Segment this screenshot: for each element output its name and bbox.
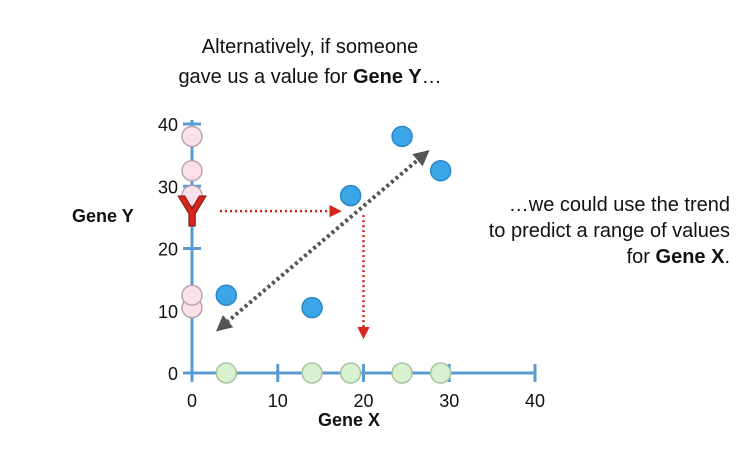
x-projection-point [429, 362, 452, 384]
y-value-marker: Y [177, 187, 206, 236]
data-point [301, 296, 323, 319]
x-tick-label: 0 [187, 391, 197, 411]
x-projection-point [339, 362, 362, 384]
right-caption-line2: to predict a range of values [488, 220, 730, 242]
top-caption: Alternatively, if someone gave us a valu… [120, 32, 500, 92]
x-axis-label: Gene X [318, 410, 381, 430]
x-tick-label: 20 [353, 391, 373, 411]
right-caption-line1: …we could use the trend [508, 194, 730, 216]
y-tick-label: 0 [168, 364, 178, 384]
data-point [391, 125, 413, 148]
right-caption-line3: for Gene X. [440, 244, 730, 270]
top-caption-text: gave us a value for [178, 66, 353, 88]
y-tick-label: 10 [158, 302, 178, 322]
x-tick-label: 40 [525, 391, 545, 411]
right-caption-gene-x: Gene X [655, 246, 725, 268]
top-caption-ellipsis: … [421, 66, 442, 88]
data-point [215, 284, 238, 306]
x-projection-point [301, 362, 323, 384]
trend-arrow [215, 149, 430, 332]
y-axis-label: Gene Y [72, 206, 134, 226]
top-caption-line1: Alternatively, if someone [201, 36, 419, 58]
y-projection-point [181, 284, 203, 306]
x-projection-point [215, 362, 238, 384]
y-projection-point [181, 184, 203, 207]
x-projection-point [391, 362, 413, 384]
y-tick-label: 30 [158, 177, 178, 197]
y-projection-point [181, 125, 203, 148]
right-caption-period: . [724, 246, 730, 268]
y-tick-label: 40 [158, 115, 178, 135]
data-point [429, 159, 452, 182]
x-tick-label: 30 [439, 391, 459, 411]
y-tick-label: 20 [158, 240, 178, 260]
x-tick-label: 10 [268, 391, 288, 411]
right-caption: …we could use the trend to predict a ran… [440, 192, 730, 270]
right-caption-text: for [626, 246, 656, 268]
data-point [339, 184, 362, 207]
top-caption-gene-y: Gene Y [353, 66, 422, 88]
y-projection-point [181, 159, 203, 182]
top-caption-line2: gave us a value for Gene Y… [120, 62, 500, 92]
